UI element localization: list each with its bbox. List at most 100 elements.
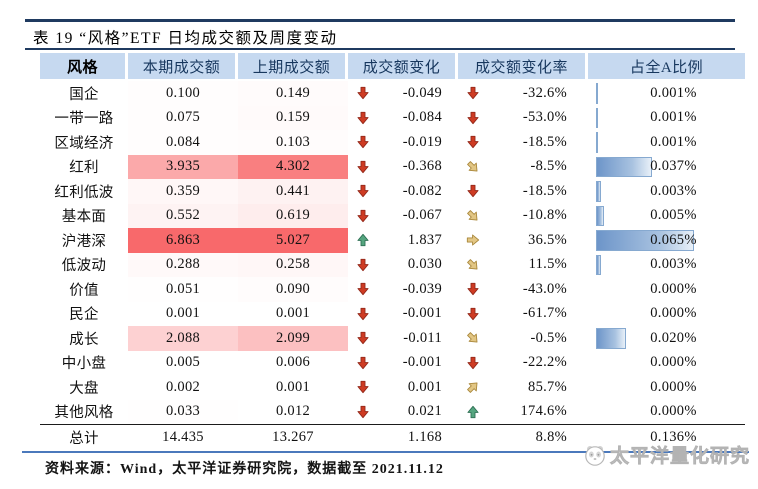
- previous-volume-cell: 0.103: [238, 130, 348, 155]
- right-arrow-icon: [465, 233, 480, 248]
- down-arrow-icon: [465, 184, 480, 199]
- rate-cell: -43.0%: [458, 277, 588, 302]
- previous-volume-cell: 0.159: [238, 105, 348, 130]
- total-rate: 8.8%: [458, 425, 588, 450]
- down-arrow-icon: [355, 208, 370, 223]
- share-cell: 0.001%: [588, 130, 745, 155]
- source-note: 资料来源：Wind，太平洋证券研究院，数据截至 2021.11.12: [45, 462, 444, 477]
- table-row: 大盘 0.002 0.001 0.001 85.7% 0.000%: [40, 375, 745, 400]
- current-volume-cell: 3.935: [128, 154, 238, 179]
- change-value: 0.001: [407, 378, 442, 395]
- rate-value: -10.8%: [522, 207, 567, 224]
- change-cell: -0.039: [348, 277, 458, 302]
- row-label: 沪港深: [61, 233, 107, 250]
- down-arrow-icon: [355, 306, 370, 321]
- title-rule: [25, 48, 735, 50]
- down-arrow-icon: [355, 282, 370, 297]
- share-value: 0.000%: [650, 280, 697, 297]
- total-label: 总计: [69, 431, 99, 447]
- rate-cell: -10.8%: [458, 204, 588, 229]
- change-value: -0.001: [402, 354, 442, 371]
- row-label: 红利低波: [54, 184, 114, 201]
- share-value: 0.005%: [650, 207, 697, 224]
- previous-volume-cell: 4.302: [238, 154, 348, 179]
- share-value: 0.020%: [650, 329, 697, 346]
- share-cell: 0.003%: [588, 253, 745, 278]
- column-header-5: 占全A比例: [588, 53, 745, 79]
- down-arrow-icon: [465, 282, 480, 297]
- down-arrow-icon: [355, 331, 370, 346]
- share-cell: 0.000%: [588, 375, 745, 400]
- change-value: -0.001: [402, 305, 442, 322]
- share-databar: [596, 107, 598, 128]
- row-label: 成长: [69, 331, 99, 348]
- table-row: 区域经济 0.084 0.103 -0.019 -18.5% 0.001%: [40, 130, 745, 155]
- se-arrow-icon: [465, 208, 480, 223]
- table-body: 国企 0.100 0.149 -0.049 -32.6% 0.001% 一带一路 0.07…: [40, 81, 745, 424]
- watermark-text: 太平洋量化研究: [609, 446, 750, 468]
- rate-cell: 174.6%: [458, 400, 588, 425]
- current-volume-cell: 0.084: [128, 130, 238, 155]
- current-volume-cell: 0.005: [128, 350, 238, 375]
- table-header-row: 风格 本期成交额 上期成交额 成交额变化 成交额变化率 占全A比例: [40, 53, 745, 79]
- share-value: 0.001%: [650, 109, 697, 126]
- rate-cell: -18.5%: [458, 130, 588, 155]
- share-cell: 0.000%: [588, 400, 745, 425]
- rate-cell: -61.7%: [458, 302, 588, 327]
- column-header-0: 风格: [40, 53, 128, 79]
- rate-cell: 36.5%: [458, 228, 588, 253]
- share-value: 0.003%: [650, 256, 697, 273]
- row-label: 一带一路: [54, 111, 114, 128]
- current-volume-cell: 0.288: [128, 252, 238, 277]
- rate-cell: 11.5%: [458, 253, 588, 278]
- watermark: 太平洋量化研究: [583, 441, 750, 468]
- row-label: 基本面: [61, 209, 107, 226]
- change-value: -0.084: [402, 109, 442, 126]
- down-arrow-icon: [355, 355, 370, 370]
- se-arrow-icon: [465, 257, 480, 272]
- table-row: 民企 0.001 0.001 -0.001 -61.7% 0.000%: [40, 301, 745, 327]
- total-change: 1.168: [348, 425, 458, 450]
- change-cell: -0.001: [348, 351, 458, 376]
- previous-volume-cell: 5.027: [238, 228, 348, 253]
- table-row: 其他风格 0.033 0.012 0.021 174.6% 0.000%: [40, 399, 745, 425]
- share-databar: [596, 230, 694, 251]
- etf-style-table: 风格 本期成交额 上期成交额 成交额变化 成交额变化率 占全A比例 国企 0.100 0.14…: [40, 53, 745, 450]
- panda-logo-icon: [585, 445, 605, 466]
- down-arrow-icon: [465, 86, 480, 101]
- change-cell: -0.082: [348, 179, 458, 204]
- top-rule: [25, 19, 735, 22]
- change-cell: -0.011: [348, 326, 458, 351]
- share-value: 0.000%: [650, 354, 697, 371]
- table-row: 基本面 0.552 0.619 -0.067 -10.8% 0.005%: [40, 203, 745, 229]
- table-row: 成长 2.088 2.099 -0.011 -0.5% 0.020%: [40, 326, 745, 351]
- previous-volume-cell: 0.006: [238, 350, 348, 375]
- row-label: 大盘: [69, 380, 99, 397]
- rate-cell: -8.5%: [458, 155, 588, 180]
- row-label: 价值: [69, 282, 99, 299]
- rate-value: -61.7%: [522, 305, 567, 322]
- previous-volume-cell: 2.099: [238, 326, 348, 351]
- bottom-rule: [22, 451, 749, 453]
- change-value: -0.039: [402, 280, 442, 297]
- share-databar: [596, 205, 604, 226]
- share-value: 0.001%: [650, 133, 697, 150]
- row-label: 民企: [69, 307, 99, 324]
- se-arrow-icon: [465, 331, 480, 346]
- down-arrow-icon: [355, 110, 370, 125]
- total-share-value: 0.136%: [650, 429, 697, 445]
- row-label: 国企: [69, 86, 99, 103]
- change-cell: -0.067: [348, 204, 458, 229]
- table-row: 中小盘 0.005 0.006 -0.001 -22.2% 0.000%: [40, 350, 745, 376]
- change-value: -0.049: [402, 84, 442, 101]
- change-value: -0.368: [402, 158, 442, 175]
- down-arrow-icon: [465, 355, 480, 370]
- share-databar: [596, 254, 601, 275]
- down-arrow-icon: [465, 135, 480, 150]
- share-cell: 0.000%: [588, 351, 745, 376]
- change-cell: -0.049: [348, 81, 458, 106]
- up-arrow-icon: [355, 233, 370, 248]
- share-value: 0.000%: [650, 305, 697, 322]
- rate-value: -22.2%: [522, 354, 567, 371]
- rate-value: -18.5%: [522, 182, 567, 199]
